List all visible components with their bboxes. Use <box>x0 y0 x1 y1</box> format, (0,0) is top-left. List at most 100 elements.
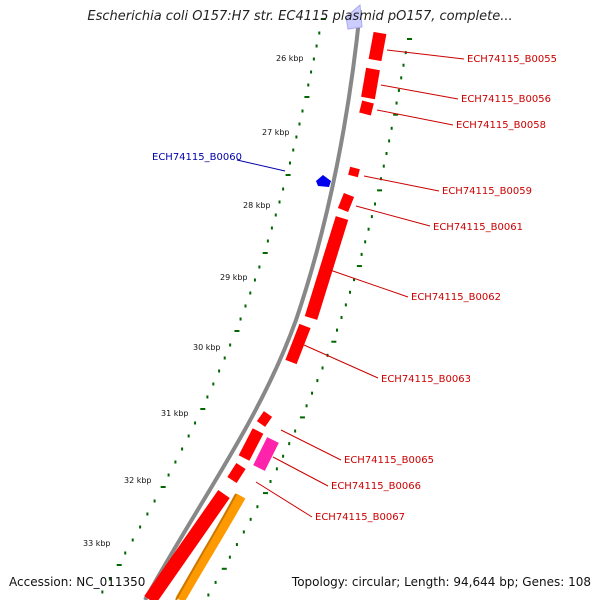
outer-tick <box>234 330 240 332</box>
inner-tick <box>214 580 217 584</box>
tick-label-27: 27 kbp <box>262 128 290 137</box>
outer-tick <box>218 369 221 373</box>
tick-label-33: 33 kbp <box>83 539 111 548</box>
tick-ring-outer <box>101 18 326 594</box>
leader-b0060 <box>236 159 286 172</box>
inner-tick <box>367 227 370 231</box>
outer-tick <box>174 460 177 464</box>
gene-arrow-b0066 <box>253 437 279 471</box>
inner-tick <box>235 543 238 547</box>
inner-tick <box>269 479 272 483</box>
accession-text: Accession: NC_011350 <box>9 575 146 589</box>
inner-tick <box>388 139 391 143</box>
inner-tick <box>382 164 385 168</box>
outer-tick <box>101 590 104 594</box>
leader-b0066 <box>272 456 329 487</box>
inner-tick <box>336 328 339 332</box>
outer-tick <box>292 148 295 152</box>
outer-tick <box>253 278 256 282</box>
outer-tick <box>116 564 122 566</box>
gene-label-b0059[interactable]: ECH74115_B0059 <box>442 186 532 197</box>
outer-tick <box>146 512 149 516</box>
inner-tick <box>349 290 352 294</box>
tick-label-28: 28 kbp <box>243 201 271 210</box>
gene-arrow-b0058 <box>359 100 374 116</box>
gene-labels: ECH74115_B0055 ECH74115_B0056 ECH74115_B… <box>152 54 557 523</box>
leader-b0056 <box>380 84 459 100</box>
gene-arrow-b0067 <box>227 463 246 483</box>
outer-tick <box>258 265 261 269</box>
outer-tick <box>153 499 156 503</box>
inner-tick <box>299 416 305 419</box>
inner-tick <box>221 567 227 570</box>
inner-tick <box>344 303 347 307</box>
tick-label-29: 29 kbp <box>220 273 248 282</box>
gene-label-b0066[interactable]: ECH74115_B0066 <box>331 481 421 492</box>
topology-summary: Topology: circular; Length: 94,644 bp; G… <box>291 575 591 589</box>
inner-tick <box>305 404 308 408</box>
inner-tick <box>275 467 278 471</box>
gene-label-b0063[interactable]: ECH74115_B0063 <box>381 374 471 385</box>
outer-tick <box>124 551 127 555</box>
outer-tick <box>285 174 291 176</box>
inner-tick <box>397 88 400 92</box>
outer-tick <box>229 343 232 347</box>
leader-b0067 <box>255 481 313 518</box>
orange-track-edge <box>175 493 237 600</box>
inner-tick <box>360 252 363 256</box>
inner-tick <box>331 340 337 343</box>
inner-tick <box>400 76 403 80</box>
tick-label-31: 31 kbp <box>161 409 189 418</box>
gene-label-b0056[interactable]: ECH74115_B0056 <box>461 94 551 105</box>
gene-label-b0055[interactable]: ECH74115_B0055 <box>467 54 557 65</box>
gene-arrow-b0055 <box>368 31 387 62</box>
outer-tick <box>315 44 318 48</box>
outer-tick <box>312 57 315 61</box>
gene-arrow-b0065 <box>238 428 264 461</box>
gene-label-b0065[interactable]: ECH74115_B0065 <box>344 455 434 466</box>
feature-ribbons <box>144 3 387 600</box>
map-title: Escherichia coli O157:H7 str. EC4115 pla… <box>87 9 513 24</box>
inner-tick <box>385 152 388 156</box>
tick-label-26: 26 kbp <box>276 54 304 63</box>
inner-tick <box>249 517 252 521</box>
gene-label-b0058[interactable]: ECH74115_B0058 <box>456 120 546 131</box>
outer-tick <box>194 421 197 425</box>
gene-arrow-b0059 <box>348 166 360 178</box>
outer-tick <box>262 252 268 254</box>
outer-tick <box>321 18 326 20</box>
leader-b0059 <box>363 175 440 192</box>
outer-tick <box>301 109 304 113</box>
gene-arrow-b0056 <box>361 67 380 100</box>
outer-tick <box>298 122 301 126</box>
gene-arrow-b0061 <box>337 192 355 213</box>
inner-tick <box>316 379 319 383</box>
outer-tick <box>167 473 170 477</box>
inner-tick <box>321 366 324 370</box>
gene-arrow-b0062 <box>304 216 349 320</box>
gene-label-b0067[interactable]: ECH74115_B0067 <box>315 512 405 523</box>
gene-label-b0061[interactable]: ECH74115_B0061 <box>433 222 523 233</box>
inner-tick <box>340 316 343 319</box>
inner-tick <box>311 391 314 395</box>
inner-tick <box>282 454 285 458</box>
inner-tick <box>370 215 373 219</box>
tick-ring-inner <box>207 38 412 597</box>
outer-tick <box>295 135 298 139</box>
tick-label-32: 32 kbp <box>124 476 152 485</box>
outer-tick <box>109 577 112 581</box>
gene-arrow-b0063 <box>285 323 311 365</box>
gene-label-b0062[interactable]: ECH74115_B0062 <box>411 292 501 303</box>
inner-tick <box>263 492 269 495</box>
outer-tick <box>206 395 209 399</box>
outer-tick <box>131 538 134 542</box>
gene-label-b0060[interactable]: ECH74115_B0060 <box>152 152 242 163</box>
leader-b0061 <box>355 205 431 227</box>
kbp-tick-labels: 26 kbp 27 kbp 28 kbp 29 kbp 30 kbp 31 kb… <box>83 54 304 548</box>
inner-tick <box>377 189 383 192</box>
gene-arrow-top-faint <box>345 3 363 30</box>
inner-tick <box>379 177 382 181</box>
outer-tick <box>274 213 277 217</box>
outer-tick <box>318 31 321 35</box>
